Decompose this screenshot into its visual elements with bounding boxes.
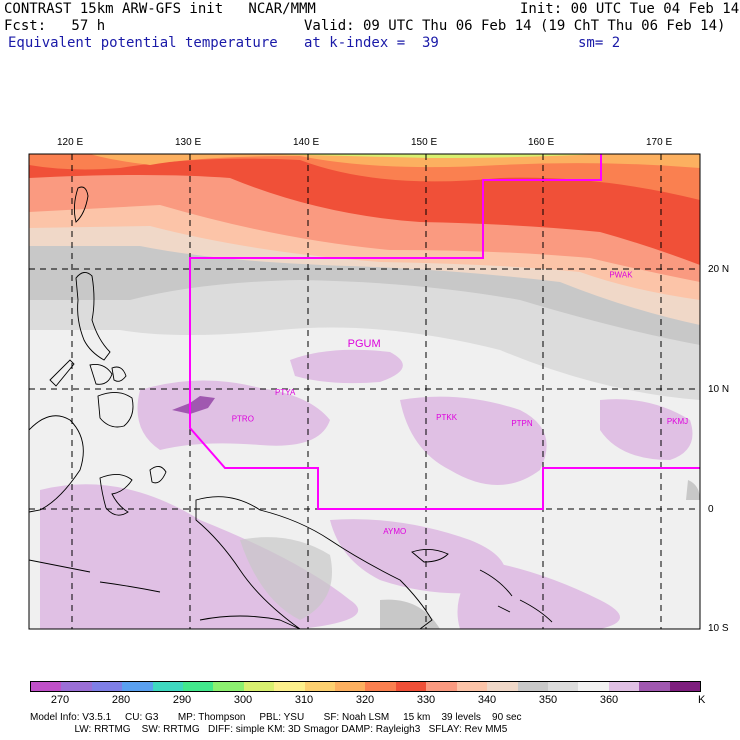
colorbar-swatch bbox=[608, 682, 640, 691]
solomons-coast bbox=[479, 569, 553, 623]
lon-label-160e: 160 E bbox=[528, 137, 555, 148]
colorbar-swatch bbox=[243, 682, 275, 691]
colorbar-label-360: 360 bbox=[599, 694, 619, 706]
purple-patch-east bbox=[400, 396, 547, 485]
mindanao-coast bbox=[97, 392, 134, 428]
taiwan-coast bbox=[73, 186, 89, 223]
colorbar-swatch bbox=[61, 682, 92, 691]
purple-patch-se bbox=[457, 560, 620, 629]
luzon-coast bbox=[75, 272, 111, 361]
band-red bbox=[29, 154, 700, 265]
model-info-line2: LW: RRTMG SW: RRTMG DIFF: simple KM: 3D … bbox=[30, 724, 508, 735]
smoothing-info: sm= 2 bbox=[578, 35, 621, 51]
colorbar-swatch bbox=[669, 682, 700, 691]
band-gold bbox=[90, 154, 700, 168]
colorbar-label-280: 280 bbox=[111, 694, 131, 706]
purple-patch-guam bbox=[290, 349, 403, 384]
station-label-aymo: AYMO bbox=[383, 527, 406, 536]
colorbar-swatch bbox=[213, 682, 244, 691]
station-label-pgum: PGUM bbox=[348, 338, 381, 350]
gray-spot-png bbox=[240, 537, 332, 620]
lon-label-140e: 140 E bbox=[293, 137, 320, 148]
station-label-ptro: PTRO bbox=[232, 414, 254, 423]
map-frame bbox=[28, 153, 701, 630]
colorbar-label-330: 330 bbox=[416, 694, 436, 706]
colorbar bbox=[30, 681, 701, 692]
model-info-line1: Model Info: V3.5.1 CU: G3 MP: Thompson P… bbox=[30, 712, 522, 723]
dark-purple-spot bbox=[172, 396, 215, 414]
colorbar-label-300: 300 bbox=[233, 694, 253, 706]
theta-e-field bbox=[29, 154, 700, 629]
level-info: at k-index = 39 bbox=[304, 35, 439, 51]
init-time: Init: 00 UTC Tue 04 Feb 14 bbox=[520, 1, 740, 17]
australia-north-coast bbox=[199, 615, 301, 629]
region-boundary bbox=[189, 154, 700, 510]
colorbar-swatch bbox=[31, 682, 62, 691]
gray-spot-east bbox=[686, 480, 700, 500]
lon-label-150e: 150 E bbox=[411, 137, 438, 148]
station-label-ptkk: PTKK bbox=[436, 413, 458, 422]
model-title: CONTRAST 15km ARW-GFS init NCAR/MMM bbox=[4, 1, 316, 17]
band-yellow bbox=[170, 154, 600, 158]
lat-label-0: 0 bbox=[708, 504, 714, 515]
station-label-pwak: PWAK bbox=[609, 270, 633, 279]
colorbar-swatch bbox=[274, 682, 305, 691]
borneo-coast bbox=[29, 415, 84, 513]
new-britain-coast bbox=[411, 549, 449, 563]
valid-time: Valid: 09 UTC Thu 06 Feb 14 (19 ChT Thu … bbox=[304, 18, 726, 34]
lat-label-20n: 20 N bbox=[708, 264, 730, 275]
halmahera-coast bbox=[149, 466, 167, 484]
colorbar-swatch bbox=[456, 682, 488, 691]
colorbar-label-350: 350 bbox=[538, 694, 558, 706]
colorbar-swatch bbox=[395, 682, 427, 691]
gray-spot-solomons bbox=[380, 599, 440, 629]
colorbar-label-290: 290 bbox=[172, 694, 192, 706]
lat-label-10n: 10 N bbox=[708, 384, 730, 395]
colorbar-swatch bbox=[578, 682, 609, 691]
coastlines bbox=[29, 186, 553, 629]
colorbar-swatch bbox=[487, 682, 518, 691]
colorbar-swatch bbox=[547, 682, 579, 691]
lon-label-120e: 120 E bbox=[57, 137, 84, 148]
station-label-pkmj: PKMJ bbox=[667, 417, 688, 426]
purple-patch-png bbox=[330, 519, 506, 594]
purple-patch-central bbox=[137, 380, 330, 450]
colorbar-swatch bbox=[183, 682, 214, 691]
colorbar-swatch bbox=[517, 682, 548, 691]
colorbar-label-270: 270 bbox=[50, 694, 70, 706]
colorbar-unit: K bbox=[698, 694, 706, 706]
purple-patch-far-east bbox=[600, 399, 693, 460]
colorbar-swatch bbox=[122, 682, 153, 691]
field-name: Equivalent potential temperature bbox=[8, 35, 278, 51]
colorbar-label-310: 310 bbox=[294, 694, 314, 706]
palawan-coast bbox=[49, 359, 75, 387]
station-label-ptpn: PTPN bbox=[511, 419, 533, 428]
colorbar-swatch bbox=[91, 682, 123, 691]
sulawesi-coast bbox=[99, 474, 133, 516]
new-guinea-coast bbox=[195, 496, 433, 629]
lon-label-170e: 170 E bbox=[646, 137, 673, 148]
colorbar-swatch bbox=[335, 682, 366, 691]
colorbar-swatch bbox=[426, 682, 457, 691]
station-markers: PGUM PTYA PTRO PTKK PTPN PKMJ PWAK AYMO bbox=[232, 270, 688, 536]
lat-label-10s: 10 S bbox=[708, 623, 729, 634]
lon-label-130e: 130 E bbox=[175, 137, 202, 148]
band-orange bbox=[29, 154, 700, 200]
colorbar-label-320: 320 bbox=[355, 694, 375, 706]
forecast-hour: Fcst: 57 h bbox=[4, 18, 106, 34]
lesser-sunda-coast bbox=[29, 559, 161, 593]
colorbar-swatch bbox=[152, 682, 184, 691]
colorbar-label-340: 340 bbox=[477, 694, 497, 706]
colorbar-swatch bbox=[639, 682, 670, 691]
station-label-ptya: PTYA bbox=[275, 388, 296, 397]
philippines-central-coast bbox=[89, 363, 127, 385]
colorbar-swatch bbox=[365, 682, 396, 691]
colorbar-swatch bbox=[304, 682, 336, 691]
